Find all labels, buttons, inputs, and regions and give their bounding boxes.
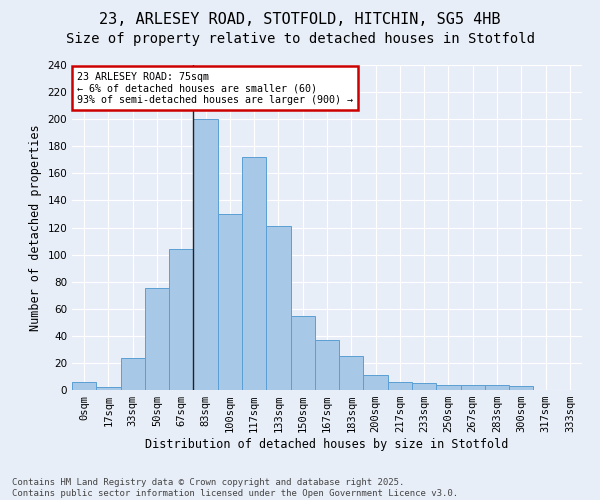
Bar [412,383,436,390]
Bar [121,358,145,390]
X-axis label: Distribution of detached houses by size in Stotfold: Distribution of detached houses by size … [145,438,509,451]
Y-axis label: Number of detached properties: Number of detached properties [29,124,42,331]
Bar [364,375,388,390]
Text: Contains HM Land Registry data © Crown copyright and database right 2025.
Contai: Contains HM Land Registry data © Crown c… [12,478,458,498]
Bar [461,384,485,390]
Bar [388,382,412,390]
Text: Size of property relative to detached houses in Stotfold: Size of property relative to detached ho… [65,32,535,46]
Bar [485,384,509,390]
Bar [242,157,266,390]
Bar [193,119,218,390]
Bar [436,384,461,390]
Text: 23, ARLESEY ROAD, STOTFOLD, HITCHIN, SG5 4HB: 23, ARLESEY ROAD, STOTFOLD, HITCHIN, SG5… [99,12,501,28]
Text: 23 ARLESEY ROAD: 75sqm
← 6% of detached houses are smaller (60)
93% of semi-deta: 23 ARLESEY ROAD: 75sqm ← 6% of detached … [77,72,353,104]
Bar [218,214,242,390]
Bar [290,316,315,390]
Bar [315,340,339,390]
Bar [266,226,290,390]
Bar [145,288,169,390]
Bar [169,249,193,390]
Bar [72,382,96,390]
Bar [96,388,121,390]
Bar [509,386,533,390]
Bar [339,356,364,390]
